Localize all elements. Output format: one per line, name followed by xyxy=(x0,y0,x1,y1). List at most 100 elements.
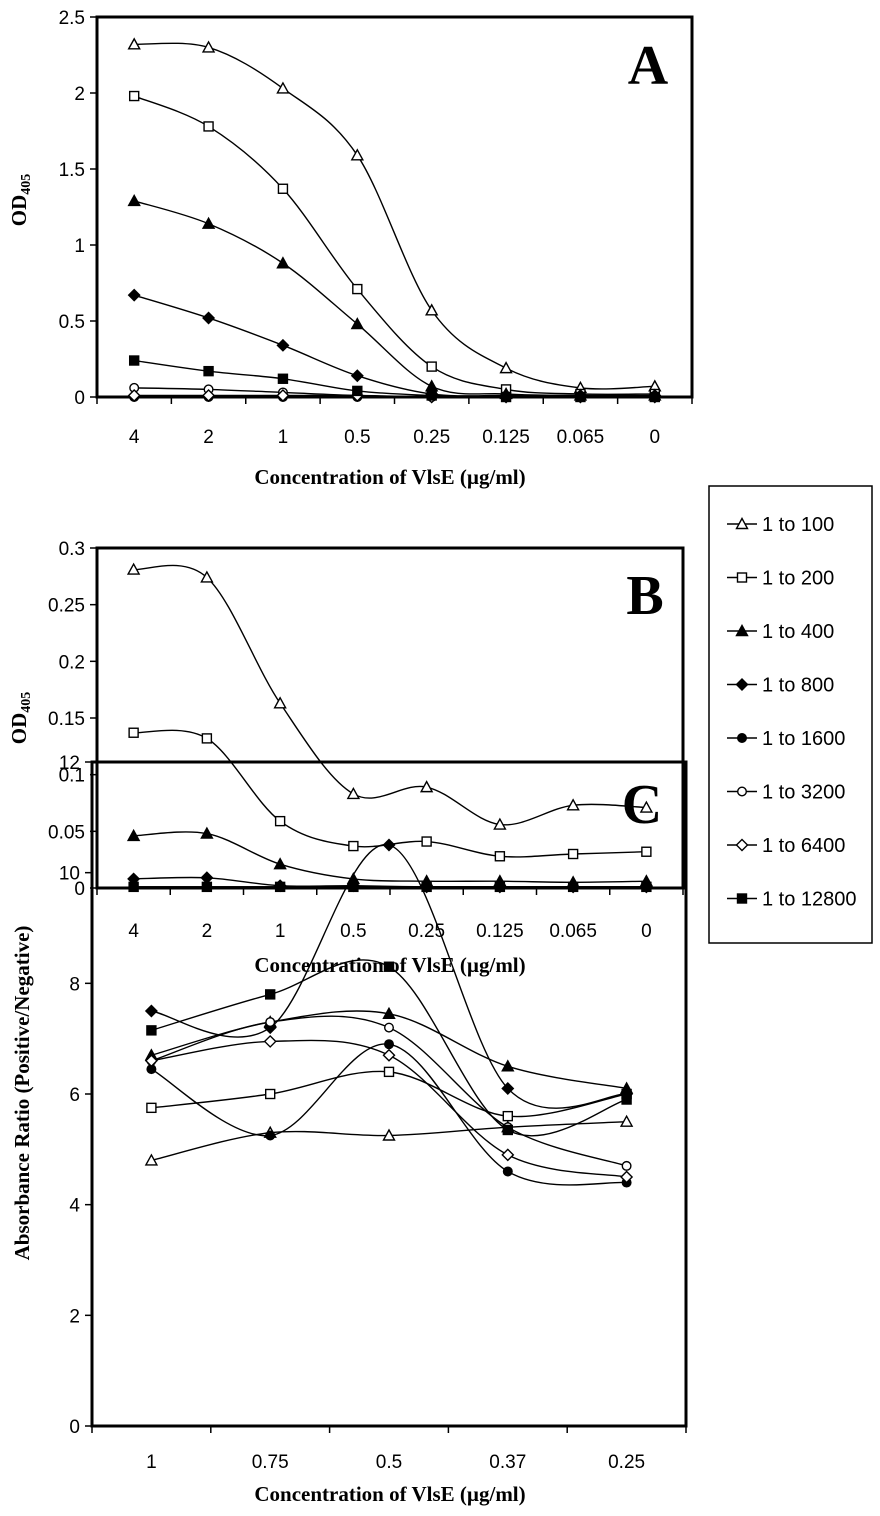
data-point xyxy=(200,570,214,583)
data-point xyxy=(265,1088,276,1100)
data-point xyxy=(265,1130,276,1141)
legend-label: 1 to 400 xyxy=(762,621,834,643)
data-point xyxy=(274,881,286,893)
legend: 1 to 100 1 to 200 1 to 400 1 to 800 1 to 160… xyxy=(708,485,873,944)
y-tick-label: 2.5 xyxy=(59,8,85,29)
legend-marker xyxy=(737,786,748,797)
data-point xyxy=(501,1148,515,1162)
data-point xyxy=(350,148,364,161)
data-point xyxy=(502,1166,513,1177)
data-point xyxy=(621,1160,632,1171)
data-point xyxy=(127,288,141,302)
series-1-to-12800 xyxy=(128,881,652,893)
data-point xyxy=(273,696,287,709)
legend-item: 1 to 3200 xyxy=(727,782,845,804)
data-point xyxy=(499,361,513,374)
y-axis-label-sub: 405 xyxy=(19,692,34,713)
y-tick-label: 0.2 xyxy=(59,652,85,673)
data-point xyxy=(425,303,439,316)
data-point xyxy=(383,961,395,972)
series-line xyxy=(151,1120,627,1162)
y-tick-label: 2 xyxy=(74,84,85,105)
series-line xyxy=(134,359,655,398)
panel-letter: B xyxy=(626,565,663,627)
y-tick-label: 0.25 xyxy=(48,596,85,617)
series-1-to-200 xyxy=(146,1066,632,1122)
data-point xyxy=(639,800,654,813)
data-point xyxy=(201,216,216,229)
series-line xyxy=(151,1015,627,1167)
data-point xyxy=(649,391,661,403)
y-axis-label-main: OD xyxy=(7,195,31,227)
data-point xyxy=(128,355,140,366)
series-1-to-100 xyxy=(126,562,654,830)
series-line xyxy=(151,1070,627,1118)
series-1-to-800 xyxy=(144,838,634,1109)
x-tick-label: 0.5 xyxy=(340,921,366,942)
data-point xyxy=(421,881,432,893)
plot-frame xyxy=(95,546,685,890)
legend-item: 1 to 200 xyxy=(727,568,834,590)
data-point xyxy=(346,786,361,800)
y-tick-label: 0.3 xyxy=(59,539,85,560)
data-point xyxy=(352,283,363,295)
y-tick-label: 1 xyxy=(74,236,85,257)
series-line xyxy=(134,42,655,390)
data-point xyxy=(144,1004,158,1018)
x-tick-label: 0.5 xyxy=(344,427,370,448)
data-point xyxy=(277,183,289,194)
x-tick-label: 0.065 xyxy=(557,427,605,448)
data-point xyxy=(277,373,289,384)
data-point xyxy=(641,846,652,857)
y-tick-label: 2 xyxy=(69,1306,80,1327)
plot-frame xyxy=(90,760,688,1428)
series-1-to-100 xyxy=(127,37,662,394)
data-point xyxy=(352,385,363,397)
x-tick-label: 0.125 xyxy=(482,427,530,448)
series-1-to-200 xyxy=(128,90,661,400)
legend-label: 1 to 100 xyxy=(762,514,834,536)
legend-item: 1 to 6400 xyxy=(727,835,845,857)
y-tick-label: 12 xyxy=(59,753,80,774)
series-1-to-6400 xyxy=(144,1034,634,1184)
data-point xyxy=(348,840,359,852)
data-point xyxy=(501,1059,515,1072)
data-point xyxy=(273,857,287,870)
y-axis-label: Absorbance Ratio (Positive/Negative) xyxy=(10,926,34,1261)
y-tick-label: 0.5 xyxy=(59,312,85,333)
x-tick-label: 0.75 xyxy=(252,1452,289,1473)
svg-text:OD405: OD405 xyxy=(7,174,34,227)
legend-label: 1 to 800 xyxy=(762,675,834,697)
data-point xyxy=(641,881,652,893)
data-point xyxy=(619,1114,634,1127)
data-point xyxy=(202,311,216,325)
x-axis-label: Concentration of VlsE (µg/ml) xyxy=(254,465,525,489)
series-line xyxy=(133,294,655,397)
legend-marker xyxy=(736,893,748,904)
y-tick-label: 0 xyxy=(74,388,85,409)
data-point xyxy=(350,317,364,330)
x-tick-label: 1 xyxy=(146,1452,157,1473)
data-point xyxy=(201,733,213,744)
data-point xyxy=(382,1006,396,1019)
series-1-to-12800 xyxy=(146,959,632,1137)
data-point xyxy=(494,851,506,862)
y-axis-label-main: OD xyxy=(7,713,31,745)
data-point xyxy=(201,881,213,893)
data-point xyxy=(383,1066,395,1078)
x-tick-label: 2 xyxy=(203,427,214,448)
data-point xyxy=(126,828,141,842)
x-tick-label: 1 xyxy=(278,427,289,448)
legend-marker xyxy=(736,572,748,583)
data-point xyxy=(200,871,214,885)
data-point xyxy=(494,881,506,893)
panel-letter: A xyxy=(628,35,669,97)
legend-box xyxy=(708,485,873,944)
x-tick-label: 1 xyxy=(275,921,286,942)
data-point xyxy=(144,1153,159,1166)
data-point xyxy=(276,338,290,352)
x-tick-label: 4 xyxy=(128,921,139,942)
data-point xyxy=(567,848,579,860)
series-1-to-100 xyxy=(144,1114,634,1166)
